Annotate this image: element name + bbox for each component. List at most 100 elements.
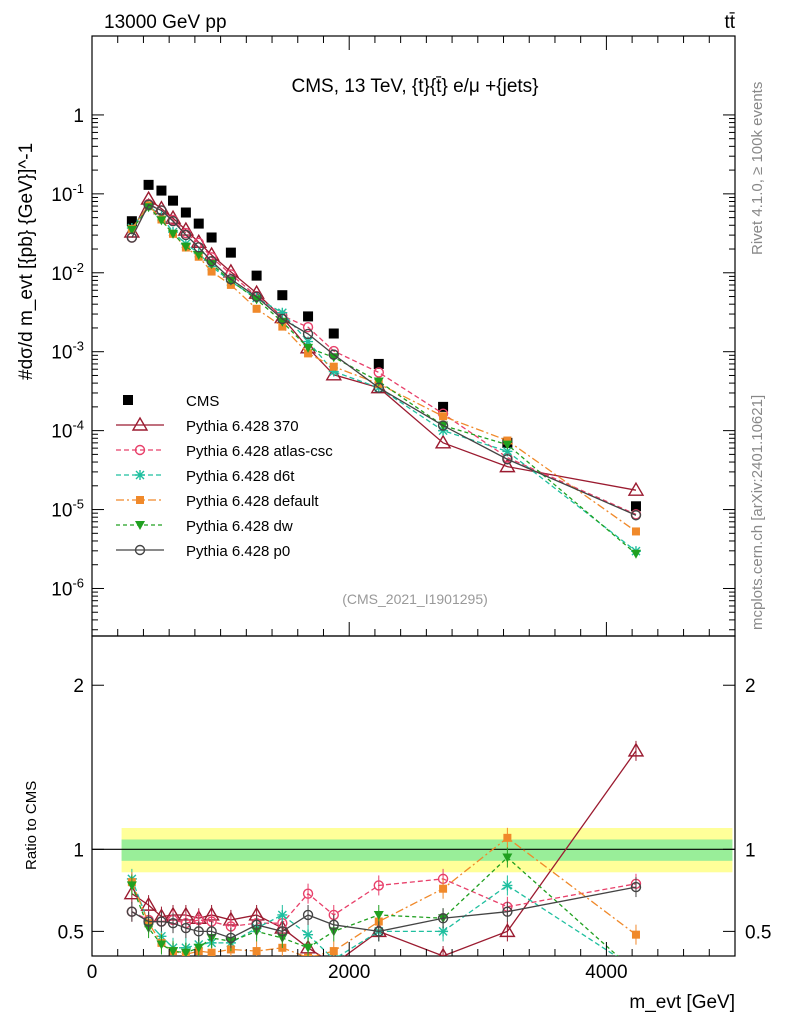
legend-label: Pythia 6.428 default	[186, 493, 319, 510]
series-marker-ratio	[225, 932, 237, 944]
cms-data-point	[438, 401, 449, 412]
mcplots-label: mcplots.cern.ch [arXiv:2401.10621]	[749, 395, 766, 630]
series-marker-ratio	[156, 940, 167, 950]
series-marker-ratio	[126, 906, 138, 917]
legend-label-cms: CMS	[186, 393, 219, 410]
series-marker-ratio	[303, 943, 314, 953]
series-marker-main	[303, 336, 314, 347]
series-marker-ratio	[328, 919, 339, 931]
series-marker-main	[156, 216, 167, 226]
series-marker-ratio	[502, 853, 513, 863]
series-marker-ratio	[143, 916, 154, 927]
series-line-main	[131, 203, 637, 516]
legend-marker	[135, 470, 145, 480]
series-marker-ratio	[437, 913, 449, 924]
header-right: tt̄	[724, 12, 735, 33]
ratio-tick-label-right: 0.5	[745, 922, 771, 943]
series-marker-main	[206, 260, 217, 270]
header-left: 13000 GeV pp	[104, 12, 227, 33]
series-line-main	[131, 206, 637, 555]
series-marker-main	[302, 321, 314, 333]
series-marker-ratio	[251, 919, 262, 931]
legend-label: Pythia 6.428 atlas-csc	[186, 443, 333, 460]
series-marker-main	[156, 205, 167, 216]
series-marker-ratio	[630, 881, 642, 893]
series-marker-main	[328, 353, 339, 363]
legend-label: Pythia 6.428 370	[186, 418, 299, 435]
ratio-panel: Ratio to CMS 0.5 0.5 1 1 2 2 0 2000 4000 m_evt …	[23, 36, 771, 1013]
series-main	[123, 179, 645, 559]
y-tick-label: 10-4	[51, 418, 84, 443]
series-marker-main	[277, 313, 288, 325]
legend-label: Pythia 6.428 dw	[186, 518, 293, 535]
cms-data-point	[630, 501, 641, 512]
series-ratio	[123, 740, 645, 977]
cms-data-point	[251, 270, 262, 281]
series-marker-ratio	[167, 917, 179, 929]
series-marker-main	[207, 267, 216, 276]
series-marker-ratio	[206, 926, 217, 937]
series-marker-ratio	[502, 906, 513, 917]
series-marker-main	[126, 232, 138, 243]
cms-data-point	[206, 232, 217, 243]
series-line-ratio	[131, 878, 617, 956]
series-line-ratio	[131, 750, 637, 956]
cms-data-point	[277, 290, 288, 301]
series-marker-main	[373, 367, 384, 378]
series-marker-main	[193, 250, 204, 260]
series-marker-main	[329, 362, 338, 371]
series-marker-main	[630, 549, 641, 559]
series-marker-main	[499, 458, 516, 473]
series-marker-main	[180, 242, 191, 252]
y-tick-label: 10-2	[51, 260, 84, 285]
y-tick-label: 10-1	[51, 181, 84, 206]
cms-data-point	[180, 207, 191, 218]
series-line-ratio	[131, 878, 637, 928]
cms-data-point	[303, 311, 314, 322]
ratio-band-inner	[121, 839, 733, 861]
series-marker-main	[143, 199, 154, 210]
series-marker-ratio	[252, 947, 261, 956]
series-marker-ratio	[168, 947, 179, 956]
ratio-y-label: Ratio to CMS	[23, 781, 40, 870]
ratio-tick-label-right: 1	[745, 840, 756, 861]
series-marker-main	[373, 377, 384, 387]
series-marker-ratio	[302, 888, 314, 899]
x-tick-label: 2000	[328, 962, 370, 983]
series-marker-ratio	[303, 929, 314, 940]
series-marker-main	[328, 349, 339, 360]
series-marker-main	[225, 276, 236, 286]
x-tick-label: 4000	[585, 962, 627, 983]
series-marker-main	[437, 420, 449, 431]
series-marker-main	[304, 349, 313, 358]
series-marker-ratio	[627, 742, 645, 757]
series-marker-main	[225, 274, 237, 285]
ratio-tick-label: 2	[73, 676, 84, 697]
series-marker-ratio	[631, 930, 640, 939]
series-marker-main	[325, 366, 342, 381]
series-marker-ratio	[126, 881, 137, 891]
series-line-main	[131, 204, 637, 532]
series-marker-ratio	[156, 916, 167, 927]
legend-label: Pythia 6.428 d6t	[186, 468, 295, 485]
ratio-frame	[91, 635, 736, 957]
series-marker-ratio	[373, 880, 384, 891]
series-marker-main	[302, 328, 314, 340]
series-marker-ratio	[438, 947, 448, 956]
series-marker-ratio	[373, 926, 384, 937]
y-tick-label: 10-3	[51, 339, 84, 364]
y-tick-label: 10-6	[51, 575, 84, 600]
series-line-ratio	[131, 886, 637, 939]
series-marker-main	[126, 225, 137, 235]
chart-annotation: (CMS_2021_I1901295)	[342, 591, 488, 607]
ratio-tick-label: 1	[73, 840, 84, 861]
cms-data-point	[328, 328, 339, 339]
series-marker-ratio	[438, 926, 449, 937]
series-marker-main	[303, 343, 314, 353]
series-marker-ratio	[193, 926, 204, 937]
series-marker-ratio	[439, 884, 448, 893]
series-marker-ratio	[631, 968, 641, 977]
cms-data-point	[156, 185, 167, 196]
x-tick-label: 0	[87, 962, 98, 983]
ratio-y-ticks: 0.5 0.5 1 1 2 2	[58, 676, 772, 943]
